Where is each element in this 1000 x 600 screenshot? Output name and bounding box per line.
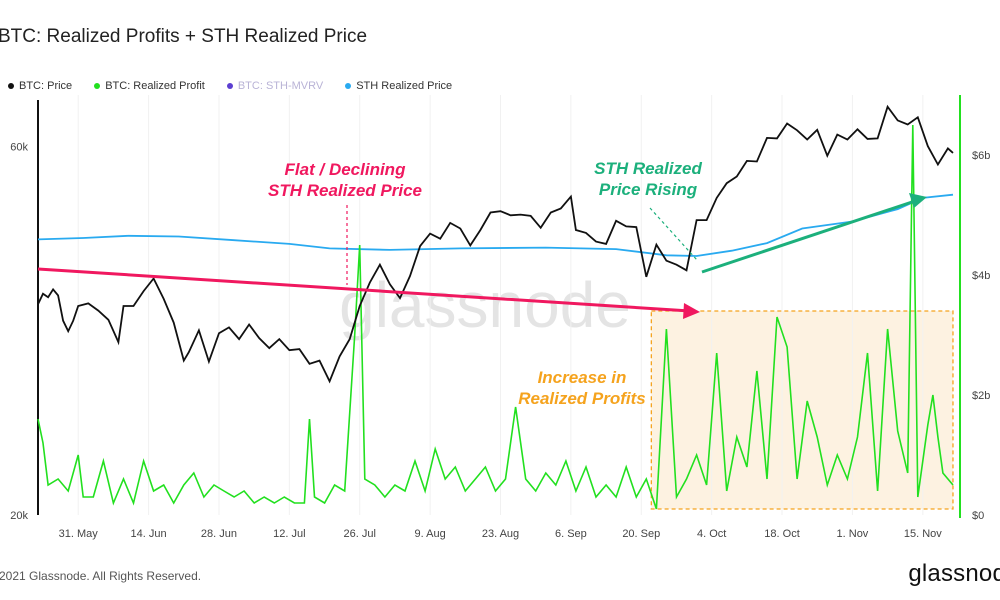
series-line-realized-profit — [37, 124, 954, 510]
legend-dot-sth-mvrv — [226, 83, 233, 89]
x-tick-label: 28. Jun — [201, 528, 237, 540]
legend-item-price[interactable]: BTC: Price — [8, 80, 72, 92]
y-right-tick-label: $2b — [972, 390, 990, 402]
annotation-rising-line1: STH Realized — [594, 159, 702, 178]
arrow-flat-head — [683, 303, 700, 319]
x-tick-label: 14. Jun — [131, 528, 167, 540]
annotation-profits-line2: Realized Profits — [518, 389, 646, 408]
gridlines — [77, 95, 924, 515]
legend-label-price: BTC: Price — [19, 80, 73, 92]
x-tick-label: 12. Jul — [273, 528, 305, 540]
legend-dot-price — [8, 83, 14, 89]
copyright-text: 2021 Glassnode. All Rights Reserved. — [0, 569, 202, 583]
legend-label-sth-mvrv: BTC: STH-MVRV — [237, 80, 324, 92]
legend-dot-realized-profit — [94, 83, 101, 89]
x-tick-label: 18. Oct — [764, 528, 799, 540]
brand-logo-text: glassnod — [908, 560, 1000, 587]
legend-item-sth-mvrv[interactable]: BTC: STH-MVRV — [226, 80, 324, 92]
arrow-flat-line — [37, 267, 691, 313]
legend-item-sth-realized-price[interactable]: STH Realized Price — [345, 80, 452, 92]
arrow-rising-line — [701, 199, 916, 274]
y-left-axis-ticks: 20k 60k — [10, 142, 28, 522]
x-tick-label: 4. Oct — [697, 528, 726, 540]
legend-dot-sth-realized-price — [345, 83, 352, 89]
x-tick-label: 31. May — [59, 528, 99, 540]
x-tick-label: 6. Sep — [555, 528, 587, 540]
x-tick-label: 23. Aug — [482, 528, 519, 540]
chart-title: BTC: Realized Profits + STH Realized Pri… — [0, 26, 368, 47]
y-left-tick-label: 60k — [10, 142, 28, 154]
series-line-btc-price — [37, 104, 954, 384]
annotation-flat-line2: STH Realized Price — [268, 181, 422, 200]
realized-profits-box — [650, 310, 954, 510]
legend-item-realized-profit[interactable]: BTC: Realized Profit — [94, 80, 205, 92]
annotation-profits-line1: Increase in — [538, 368, 627, 387]
x-tick-label: 9. Aug — [415, 528, 446, 540]
series-line-sth-realized-price — [37, 193, 954, 257]
arrow-rising-head — [909, 193, 927, 208]
annotation-rising-line2: Price Rising — [599, 180, 698, 199]
legend: BTC: Price BTC: Realized Profit BTC: STH… — [8, 80, 452, 92]
x-tick-label: 20. Sep — [622, 528, 660, 540]
x-tick-label: 15. Nov — [904, 528, 942, 540]
y-left-tick-label: 20k — [10, 510, 28, 522]
x-tick-label: 1. Nov — [837, 528, 869, 540]
annotation-flat-line1: Flat / Declining — [285, 160, 407, 179]
x-tick-label: 26. Jul — [344, 528, 376, 540]
y-right-tick-label: $6b — [972, 150, 990, 162]
legend-label-realized-profit: BTC: Realized Profit — [105, 80, 205, 92]
legend-label-sth-realized-price: STH Realized Price — [356, 80, 453, 92]
y-right-tick-label: $4b — [972, 270, 990, 282]
x-axis-ticks: 31. May 14. Jun 28. Jun 12. Jul 26. Jul 9. Au… — [59, 528, 943, 540]
y-right-axis-ticks: $0 $2b $4b $6b — [972, 150, 990, 522]
y-right-tick-label: $0 — [972, 510, 984, 522]
